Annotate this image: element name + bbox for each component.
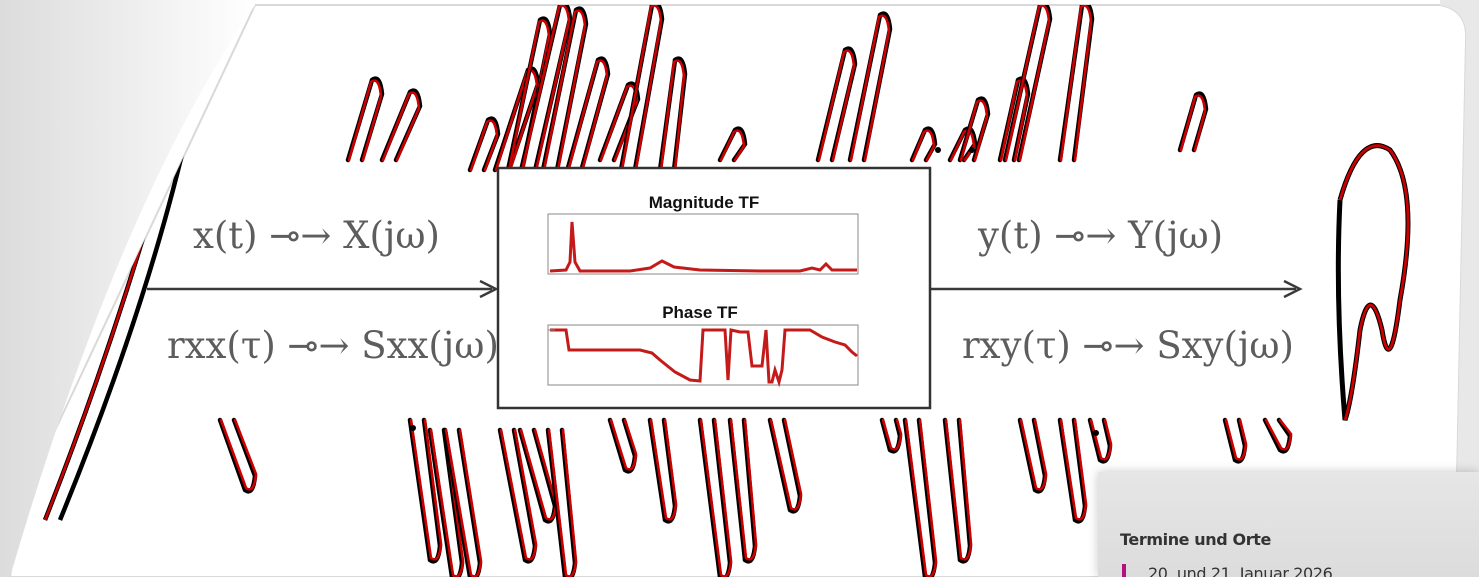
waveform-spike <box>817 49 856 162</box>
waveform-spike <box>849 14 891 162</box>
waveform-spike <box>599 84 639 162</box>
waveform-spike <box>469 119 499 172</box>
waveform-spike <box>904 418 938 577</box>
waveform-dot <box>410 425 416 431</box>
magnitude-tf-title: Magnitude TF <box>649 193 759 212</box>
transfer-function-box: Magnitude TF Phase TF <box>496 166 932 410</box>
waveform-dot <box>969 147 975 153</box>
waveform-spike <box>1179 94 1207 152</box>
waveform-spike <box>911 129 936 162</box>
waveform-spike <box>381 91 421 162</box>
date-item: 20. und 21. Januar 2026 <box>1122 564 1333 577</box>
output-signal-formula: y(t) ⊸→ Y(jω) <box>977 214 1223 257</box>
waveform-spike <box>444 428 483 577</box>
waveform-spike <box>619 5 663 177</box>
waveform-spike <box>944 418 973 561</box>
waveform-spike <box>1224 418 1248 461</box>
waveform-spike <box>547 428 578 577</box>
waveform-spike <box>1059 418 1088 521</box>
waveform-spike <box>729 418 758 561</box>
waveform-spike <box>609 418 638 471</box>
waveform-spike <box>1019 418 1048 491</box>
waveform-spike <box>1338 144 1410 421</box>
waveform-spike <box>499 428 538 561</box>
waveform-spike <box>409 418 443 561</box>
phase-curve <box>550 328 858 388</box>
waveform-spike <box>1059 5 1093 162</box>
waveform-spike <box>347 79 383 162</box>
input-signal-formula: x(t) ⊸→ X(jω) <box>193 214 440 257</box>
signal-arrows <box>147 279 1303 299</box>
dates-heading: Termine und Orte <box>1120 530 1271 549</box>
waveform-spike <box>1089 418 1113 461</box>
waveform-spike <box>699 418 733 577</box>
waveform-dot <box>1093 430 1099 436</box>
panel-left-edge <box>0 0 255 577</box>
waveform-spike <box>565 59 609 177</box>
waveform-spike <box>1004 5 1051 162</box>
panel-right-edge <box>1440 0 1479 577</box>
magnitude-plot-frame <box>547 213 859 275</box>
magnitude-curve <box>549 221 857 273</box>
waveform-dot <box>935 147 941 153</box>
output-correlation-formula: rxy(τ) ⊸→ Sxy(jω) <box>962 324 1294 367</box>
waveform-spike <box>719 129 746 162</box>
waveform-spike <box>429 428 465 577</box>
waveform-spike <box>649 418 678 521</box>
waveform-spike <box>881 418 903 451</box>
phase-tf-title: Phase TF <box>662 303 738 322</box>
waveform-spike <box>219 418 258 491</box>
dates-info-box: Termine und Orte 20. und 21. Januar 2026 <box>1098 472 1479 577</box>
waveform-spike <box>1264 418 1293 451</box>
waveform-traces <box>42 5 1411 577</box>
waveform-spike <box>541 9 587 177</box>
waveform-spike <box>659 59 686 172</box>
waveform-spike <box>519 5 571 177</box>
waveform-spike <box>507 19 551 172</box>
waveform-spike <box>959 99 989 162</box>
waveform-spike <box>769 418 803 511</box>
input-correlation-formula: rxx(τ) ⊸→ Sxx(jω) <box>167 324 499 367</box>
